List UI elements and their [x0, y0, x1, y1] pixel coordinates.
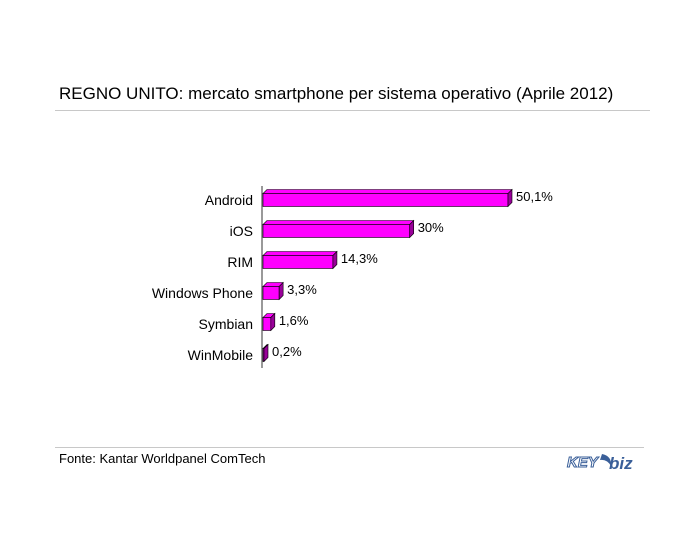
- bar-top-face: [262, 189, 513, 194]
- title-divider: [55, 110, 650, 111]
- bar-ios: [262, 224, 411, 238]
- value-label: 50,1%: [516, 189, 553, 204]
- category-label: WinMobile: [188, 347, 254, 363]
- source-text: Fonte: Kantar Worldpanel ComTech: [59, 451, 266, 466]
- bar-side-face: [332, 250, 338, 270]
- bar-windows-phone: [262, 286, 280, 300]
- bar-android: [262, 193, 509, 207]
- category-label: Symbian: [199, 316, 253, 332]
- chart-title: REGNO UNITO: mercato smartphone per sist…: [59, 84, 614, 103]
- logo-swoosh-icon: [600, 454, 612, 466]
- bar-top-face: [262, 251, 338, 256]
- value-label: 3,3%: [287, 282, 317, 297]
- bar-symbian: [262, 317, 272, 331]
- category-label: Windows Phone: [152, 285, 253, 301]
- category-label: Android: [205, 192, 253, 208]
- bar-side-face: [263, 343, 269, 363]
- value-label: 30%: [418, 220, 444, 235]
- value-label: 1,6%: [279, 313, 309, 328]
- bar-rim: [262, 255, 334, 269]
- bar-side-face: [270, 312, 276, 332]
- bar-side-face: [278, 281, 284, 301]
- bar-top-face: [262, 220, 415, 225]
- category-label: iOS: [230, 223, 253, 239]
- logo-biz-text: biz: [609, 454, 633, 473]
- keybiz-logo: KEY biz: [567, 454, 634, 474]
- footer-divider: [55, 447, 644, 448]
- bars-group: Android 50,1% iOS 30% RIM 14,3% Windows Phone 3…: [152, 188, 553, 363]
- logo-key-text: KEY: [567, 454, 600, 471]
- value-label: 0,2%: [272, 344, 302, 359]
- value-label: 14,3%: [341, 251, 378, 266]
- category-label: RIM: [227, 254, 253, 270]
- bar-side-face: [409, 219, 415, 239]
- bar-side-face: [507, 188, 513, 208]
